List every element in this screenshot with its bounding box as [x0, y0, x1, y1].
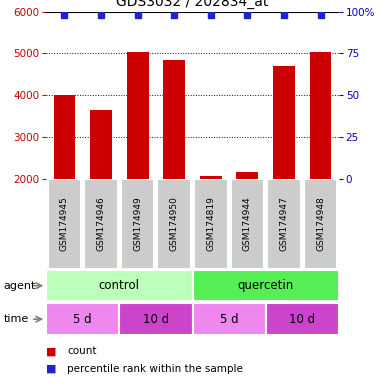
- Bar: [90, 110, 112, 179]
- Text: 10 d: 10 d: [289, 313, 315, 326]
- Bar: [192, 303, 266, 335]
- Bar: [194, 179, 228, 269]
- Text: GSM174944: GSM174944: [243, 196, 252, 251]
- Bar: [54, 95, 75, 179]
- Bar: [157, 179, 191, 269]
- Text: GSM174948: GSM174948: [316, 196, 325, 251]
- Text: GSM174947: GSM174947: [280, 196, 288, 251]
- Text: GSM174946: GSM174946: [97, 196, 105, 251]
- Bar: [192, 270, 339, 301]
- Text: control: control: [99, 279, 140, 292]
- Bar: [46, 303, 119, 335]
- Text: GSM174949: GSM174949: [133, 196, 142, 251]
- Bar: [46, 270, 192, 301]
- Bar: [84, 179, 118, 269]
- Text: percentile rank within the sample: percentile rank within the sample: [67, 364, 243, 374]
- Bar: [267, 179, 301, 269]
- Text: time: time: [4, 314, 29, 324]
- Bar: [231, 179, 264, 269]
- Bar: [273, 66, 295, 179]
- Text: GSM174945: GSM174945: [60, 196, 69, 251]
- Text: GSM174819: GSM174819: [206, 196, 215, 251]
- Text: 10 d: 10 d: [143, 313, 169, 326]
- Text: quercetin: quercetin: [238, 279, 294, 292]
- Bar: [236, 172, 258, 179]
- Text: 5 d: 5 d: [74, 313, 92, 326]
- Text: 5 d: 5 d: [220, 313, 238, 326]
- Text: ■: ■: [46, 364, 57, 374]
- Bar: [119, 303, 192, 335]
- Bar: [163, 60, 185, 179]
- Title: GDS3032 / 202834_at: GDS3032 / 202834_at: [116, 0, 269, 9]
- Text: agent: agent: [4, 281, 36, 291]
- Bar: [310, 53, 331, 179]
- Text: GSM174950: GSM174950: [170, 196, 179, 251]
- Text: ■: ■: [46, 346, 57, 356]
- Bar: [200, 177, 222, 179]
- Bar: [48, 179, 81, 269]
- Bar: [127, 53, 149, 179]
- Bar: [266, 303, 339, 335]
- Bar: [121, 179, 154, 269]
- Text: count: count: [67, 346, 97, 356]
- Bar: [304, 179, 337, 269]
